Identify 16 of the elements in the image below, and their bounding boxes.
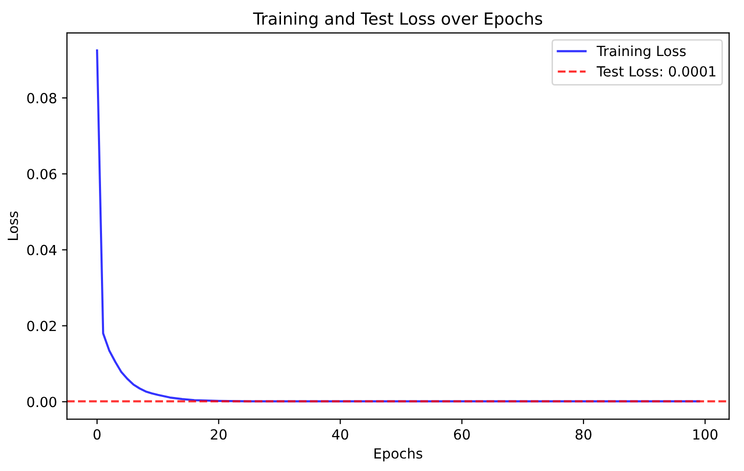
x-tick-label: 100: [693, 429, 718, 440]
x-tick-label: 20: [210, 429, 227, 440]
y-axis-title: Loss: [8, 212, 18, 240]
y-tick-label: 0.00: [27, 396, 56, 408]
y-tick-label: 0.02: [27, 320, 56, 332]
x-tick-label: 60: [454, 429, 470, 440]
y-tick-label: 0.06: [27, 168, 56, 180]
chart-title: Training and Test Loss over Epochs: [253, 12, 542, 28]
x-tick-label: 80: [576, 429, 592, 440]
legend-label: Training Loss: [596, 45, 686, 59]
x-tick-label: 0: [94, 429, 101, 440]
x-tick-label: 40: [332, 429, 348, 440]
legend-label: Test Loss: 0.0001: [596, 66, 716, 77]
y-tick-label: 0.04: [27, 244, 56, 256]
x-axis-title: Epochs: [374, 448, 422, 462]
y-tick-label: 0.08: [27, 92, 56, 104]
